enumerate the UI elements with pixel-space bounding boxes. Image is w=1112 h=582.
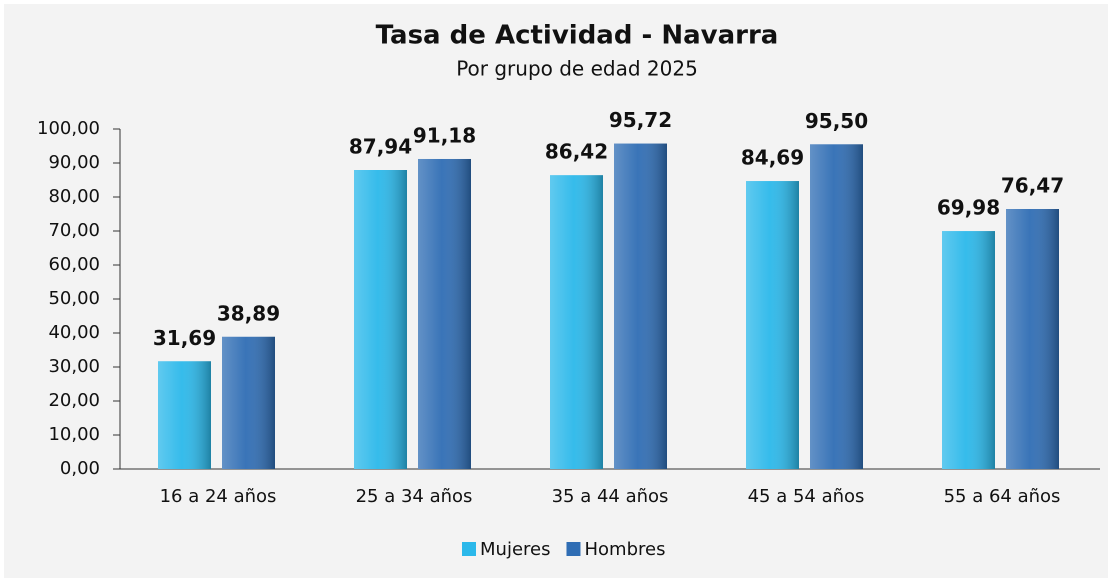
value-label: 69,98	[937, 196, 1000, 220]
legend-label: Hombres	[584, 539, 665, 560]
legend-label: Mujeres	[480, 539, 550, 560]
x-tick-label: 55 a 64 años	[944, 486, 1061, 507]
bar-shine	[942, 231, 995, 469]
bar-shine	[222, 336, 275, 469]
bar-shine	[550, 175, 603, 469]
value-label: 38,89	[217, 301, 280, 325]
chart-title: Tasa de Actividad - Navarra	[376, 21, 779, 51]
y-tick-label: 70,00	[48, 220, 100, 241]
legend-swatch	[462, 542, 476, 556]
y-tick-label: 0,00	[60, 458, 100, 479]
legend-swatch	[566, 542, 581, 556]
value-label: 87,94	[349, 135, 412, 159]
y-tick-label: 50,00	[48, 288, 100, 309]
y-tick-label: 100,00	[37, 118, 100, 139]
x-tick-label: 35 a 44 años	[552, 486, 669, 507]
value-label: 91,18	[413, 123, 476, 147]
bar-shine	[614, 143, 667, 469]
bar-shine	[810, 144, 863, 470]
bar-shine	[354, 170, 407, 469]
x-tick-label: 16 a 24 años	[160, 486, 277, 507]
value-label: 86,42	[545, 140, 608, 164]
y-tick-label: 90,00	[48, 152, 100, 173]
value-label: 95,50	[805, 109, 868, 133]
bar-shine	[1006, 209, 1059, 469]
value-label: 95,72	[609, 108, 672, 132]
value-label: 31,69	[153, 326, 216, 350]
value-label: 84,69	[741, 146, 804, 170]
y-tick-label: 30,00	[48, 356, 100, 377]
bar-shine	[418, 158, 471, 469]
bar-shine	[158, 361, 211, 469]
y-tick-label: 80,00	[48, 186, 100, 207]
y-tick-label: 20,00	[48, 390, 100, 411]
y-tick-label: 10,00	[48, 424, 100, 445]
y-tick-label: 40,00	[48, 322, 100, 343]
x-tick-label: 25 a 34 años	[356, 486, 473, 507]
value-label: 76,47	[1001, 174, 1064, 198]
y-tick-label: 60,00	[48, 254, 100, 275]
bar-shine	[746, 181, 799, 469]
chart-subtitle: Por grupo de edad 2025	[456, 57, 698, 81]
x-tick-label: 45 a 54 años	[748, 486, 865, 507]
